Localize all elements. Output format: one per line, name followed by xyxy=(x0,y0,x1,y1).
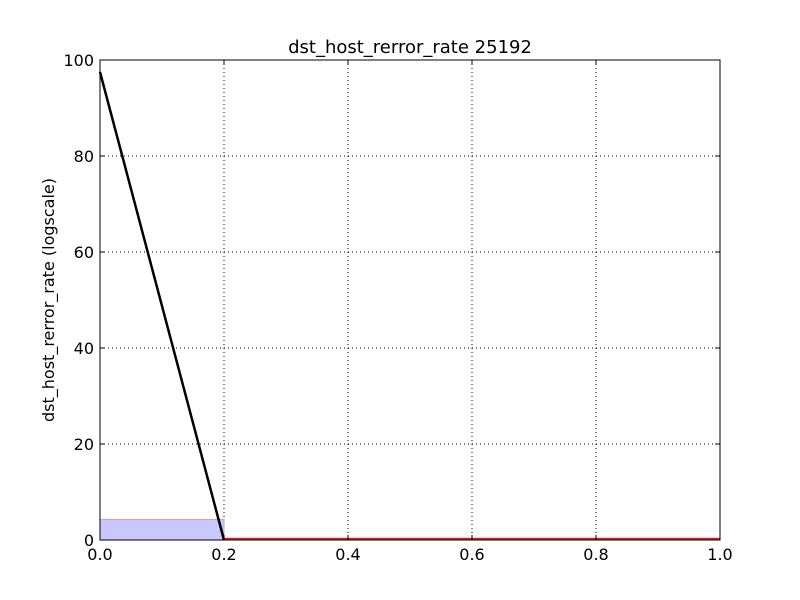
x-tick-label: 0.8 xyxy=(583,545,608,564)
x-tick-label: 0.6 xyxy=(459,545,484,564)
y-tick-label: 0 xyxy=(84,531,94,550)
y-tick-label: 20 xyxy=(74,435,94,454)
y-axis-label: dst_host_rerror_rate (logscale) xyxy=(39,178,59,422)
y-tick-label: 100 xyxy=(63,51,94,70)
histogram-bar xyxy=(99,518,225,541)
plot-frame xyxy=(99,59,721,541)
axis-ticks: 0.0 0.2 0.4 0.6 0.8 1.0 0 20 40 60 80 100 xyxy=(63,51,732,564)
y-tick-label: 60 xyxy=(74,243,94,262)
x-tick-label: 1.0 xyxy=(707,545,732,564)
series-lines xyxy=(98,71,720,541)
histogram-bars xyxy=(99,518,225,541)
x-tick-label: 0.0 xyxy=(87,545,112,564)
y-tick-label: 40 xyxy=(74,339,94,358)
x-tick-label: 0.2 xyxy=(211,545,236,564)
grid xyxy=(100,60,720,540)
y-tick-label: 80 xyxy=(74,147,94,166)
x-tick-label: 0.4 xyxy=(335,545,360,564)
chart-title: dst_host_rerror_rate 25192 xyxy=(288,37,532,58)
series-line-black xyxy=(98,71,226,541)
